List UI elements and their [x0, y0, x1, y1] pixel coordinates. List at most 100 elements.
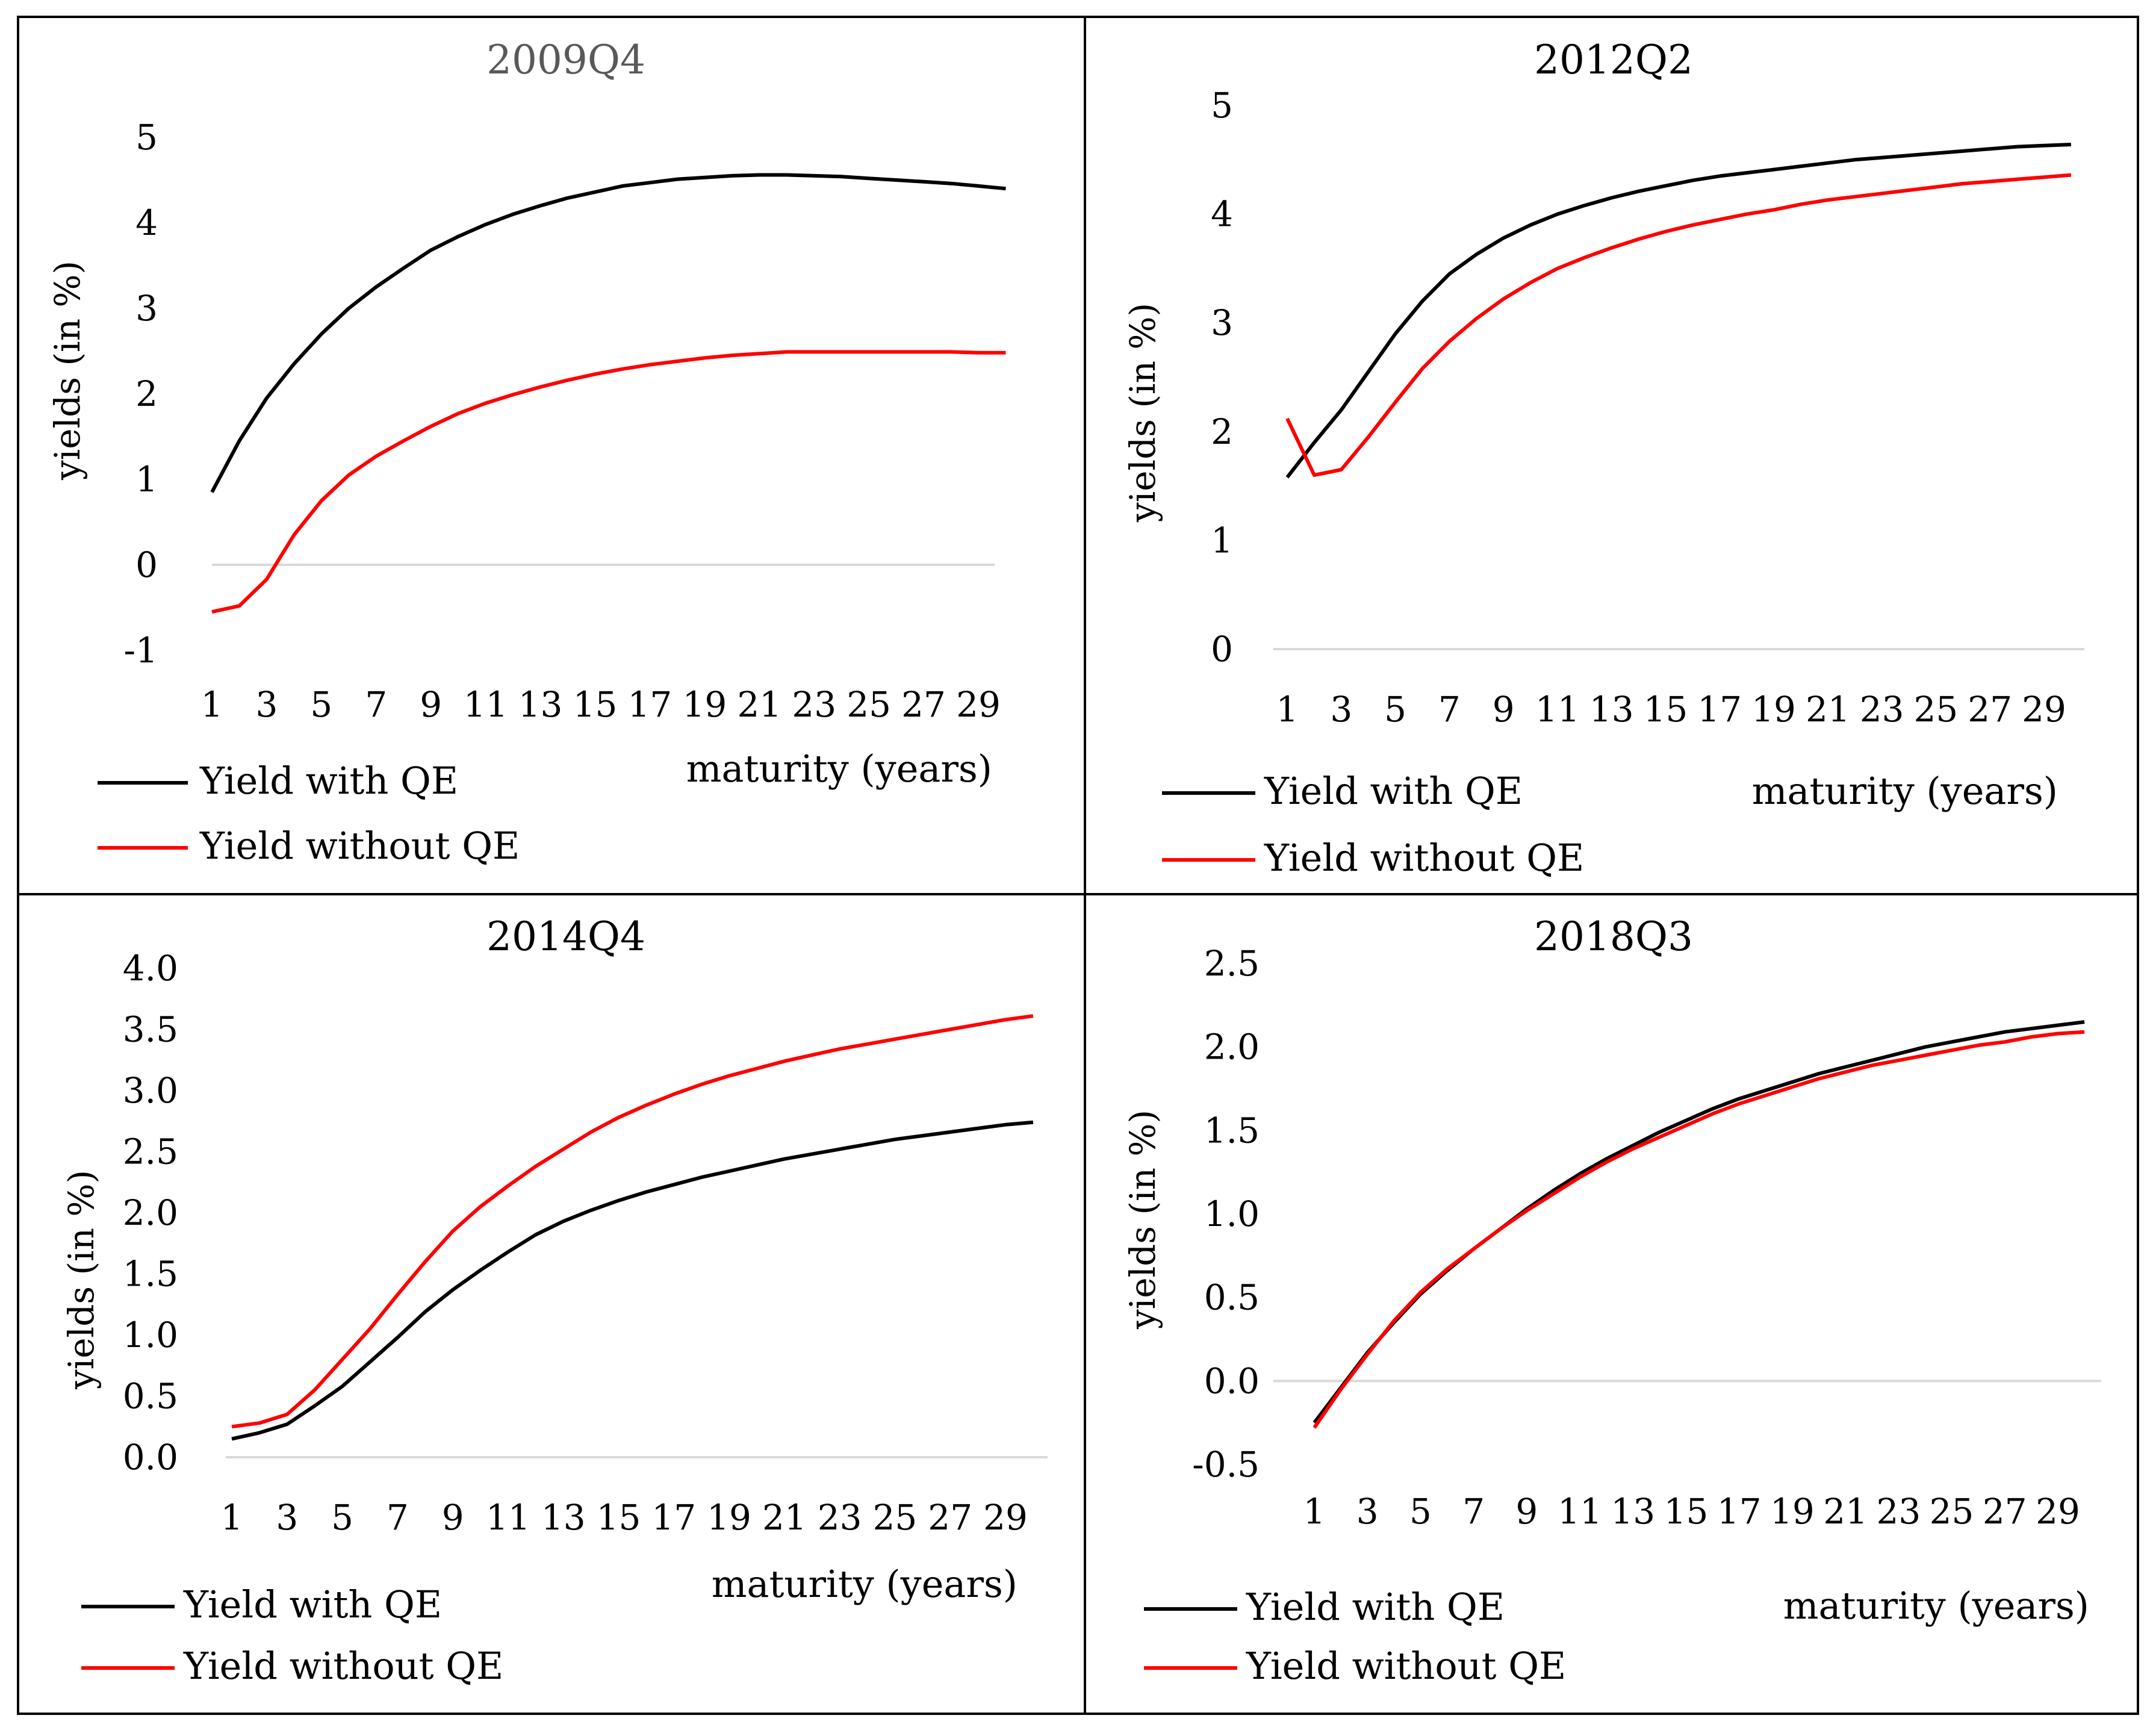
- x-tick-label: 27: [1983, 1491, 2027, 1532]
- x-tick-label: 11: [1535, 689, 1580, 730]
- panel-title: 2012Q2: [1534, 37, 1693, 83]
- legend-label-with-qe: Yield with QE: [1264, 769, 1523, 813]
- x-tick-label: 23: [792, 684, 836, 725]
- x-tick-label: 1: [1276, 689, 1299, 730]
- x-tick-label: 9: [1515, 1491, 1538, 1532]
- y-tick-label: 5: [1211, 85, 1233, 126]
- x-tick-label: 1: [1303, 1491, 1326, 1532]
- x-axis-label: maturity (years): [712, 1562, 1017, 1606]
- x-tick-label: 23: [1860, 689, 1904, 730]
- x-tick-label: 13: [1589, 689, 1634, 730]
- x-tick-label: 25: [873, 1497, 918, 1538]
- x-tick-label: 3: [276, 1497, 298, 1538]
- x-tick-label: 5: [1409, 1491, 1432, 1532]
- x-tick-labels: 1 3 5 7 9 11 13 15 17 19 21 23 25 27 29: [1276, 689, 2066, 730]
- x-tick-label: 25: [847, 684, 891, 725]
- x-tick-label: 7: [1438, 689, 1461, 730]
- x-tick-label: 13: [518, 684, 563, 725]
- y-axis-label: yields (in %): [47, 261, 88, 481]
- panel-title: 2018Q3: [1534, 913, 1693, 960]
- panel-title: 2009Q4: [486, 37, 645, 83]
- y-tick-label: 4.0: [123, 948, 178, 989]
- x-tick-labels: 1 3 5 7 9 11 13 15 17 19 21 23 25 27 29: [221, 1497, 1028, 1538]
- y-tick-label: 2: [135, 373, 158, 414]
- x-tick-label: 21: [737, 684, 781, 725]
- y-tick-label: -1: [124, 630, 158, 671]
- x-tick-label: 7: [387, 1497, 409, 1538]
- x-tick-label: 1: [201, 684, 223, 725]
- x-tick-label: 21: [762, 1497, 807, 1538]
- legend-label-without-qe: Yield without QE: [1246, 1644, 1566, 1688]
- x-tick-label: 29: [2022, 689, 2066, 730]
- y-tick-label: 0.5: [1204, 1277, 1260, 1318]
- series-line-with-qe: [1285, 143, 2072, 479]
- y-tick-label: 0: [1211, 629, 1233, 670]
- series-line-without-qe: [1285, 173, 2072, 477]
- x-tick-label: 15: [1644, 689, 1688, 730]
- x-tick-label: 23: [818, 1497, 862, 1538]
- x-tick-label: 11: [1558, 1491, 1602, 1532]
- y-tick-label: 1.5: [1204, 1110, 1260, 1151]
- x-axis-label: maturity (years): [1752, 769, 2058, 813]
- x-tick-label: 5: [310, 684, 332, 725]
- legend-label-without-qe: Yield without QE: [183, 1644, 503, 1688]
- x-tick-label: 15: [1664, 1491, 1709, 1532]
- x-axis-label: maturity (years): [1783, 1584, 2089, 1628]
- series-line-with-qe: [1313, 1020, 2085, 1424]
- x-tick-label: 19: [682, 684, 727, 725]
- x-tick-label: 23: [1876, 1491, 1921, 1532]
- y-axis-label: yields (in %): [1122, 1110, 1163, 1330]
- x-tick-labels: 1 3 5 7 9 11 13 15 17 19 21 23 25 27 29: [1303, 1491, 2080, 1532]
- x-tick-label: 29: [983, 1497, 1028, 1538]
- x-tick-label: 19: [1770, 1491, 1815, 1532]
- series-line-without-qe: [1313, 1030, 2085, 1429]
- y-tick-label: 3: [135, 288, 158, 329]
- x-tick-label: 11: [486, 1497, 530, 1538]
- y-tick-labels: -0.5 0.0 0.5 1.0 1.5 2.0 2.5: [1192, 943, 1260, 1485]
- y-tick-label: -0.5: [1192, 1444, 1260, 1485]
- x-tick-label: 3: [255, 684, 278, 725]
- y-tick-label: 2.0: [1204, 1027, 1260, 1068]
- y-tick-label: 2.5: [1204, 943, 1260, 984]
- panel-2014q4: 2014Q4 yields (in %) 0.0 0.5 1.0 1.5 2.0 2.5 3…: [61, 913, 1048, 1688]
- x-tick-label: 29: [2036, 1491, 2080, 1532]
- x-tick-label: 13: [1611, 1491, 1655, 1532]
- y-axis-label: yields (in %): [61, 1170, 102, 1390]
- y-tick-label: 3.0: [123, 1070, 178, 1111]
- x-tick-label: 17: [651, 1497, 696, 1538]
- panel-2018q3: 2018Q3 yields (in %) -0.5 0.0 0.5 1.0 1.5 2.0…: [1122, 913, 2101, 1688]
- y-tick-label: 1: [1211, 520, 1233, 561]
- series-line-without-qe: [211, 350, 1006, 614]
- y-tick-label: 4: [1211, 194, 1233, 235]
- x-tick-label: 7: [1462, 1491, 1485, 1532]
- x-tick-label: 27: [901, 684, 946, 725]
- x-tick-label: 27: [1968, 689, 2012, 730]
- y-tick-label: 2.5: [123, 1131, 178, 1172]
- y-tick-label: 3: [1211, 302, 1233, 343]
- panel-title: 2014Q4: [486, 913, 645, 960]
- y-tick-label: 2.0: [123, 1192, 178, 1233]
- x-tick-label: 5: [1384, 689, 1406, 730]
- x-tick-label: 13: [541, 1497, 586, 1538]
- y-tick-label: 0: [135, 544, 158, 585]
- x-tick-label: 21: [1806, 689, 1850, 730]
- legend-label-with-qe: Yield with QE: [1246, 1585, 1505, 1629]
- x-tick-label: 3: [1356, 1491, 1379, 1532]
- x-tick-label: 19: [707, 1497, 751, 1538]
- x-tick-label: 17: [1717, 1491, 1762, 1532]
- x-tick-label: 3: [1330, 689, 1352, 730]
- figure-border: [17, 16, 2139, 1715]
- x-tick-label: 15: [573, 684, 618, 725]
- x-tick-label: 9: [420, 684, 442, 725]
- y-tick-label: 0.0: [123, 1437, 178, 1478]
- x-tick-label: 5: [331, 1497, 353, 1538]
- series-line-with-qe: [231, 1120, 1034, 1441]
- x-tick-label: 1: [221, 1497, 243, 1538]
- y-tick-label: 5: [135, 117, 158, 158]
- y-tick-label: 2: [1211, 411, 1233, 452]
- legend-label-without-qe: Yield without QE: [1264, 836, 1584, 880]
- legend-label-with-qe: Yield with QE: [183, 1582, 442, 1626]
